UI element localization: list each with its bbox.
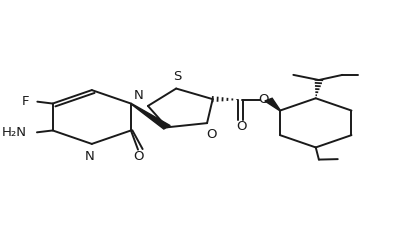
Text: F: F xyxy=(21,95,29,108)
Text: O: O xyxy=(236,120,247,133)
Polygon shape xyxy=(265,98,280,111)
Text: S: S xyxy=(173,70,181,83)
Text: N: N xyxy=(134,89,144,102)
Polygon shape xyxy=(131,103,170,129)
Text: O: O xyxy=(133,150,144,163)
Text: O: O xyxy=(206,128,217,141)
Text: O: O xyxy=(258,93,269,106)
Text: H₂N: H₂N xyxy=(1,126,26,139)
Text: N: N xyxy=(85,150,95,164)
